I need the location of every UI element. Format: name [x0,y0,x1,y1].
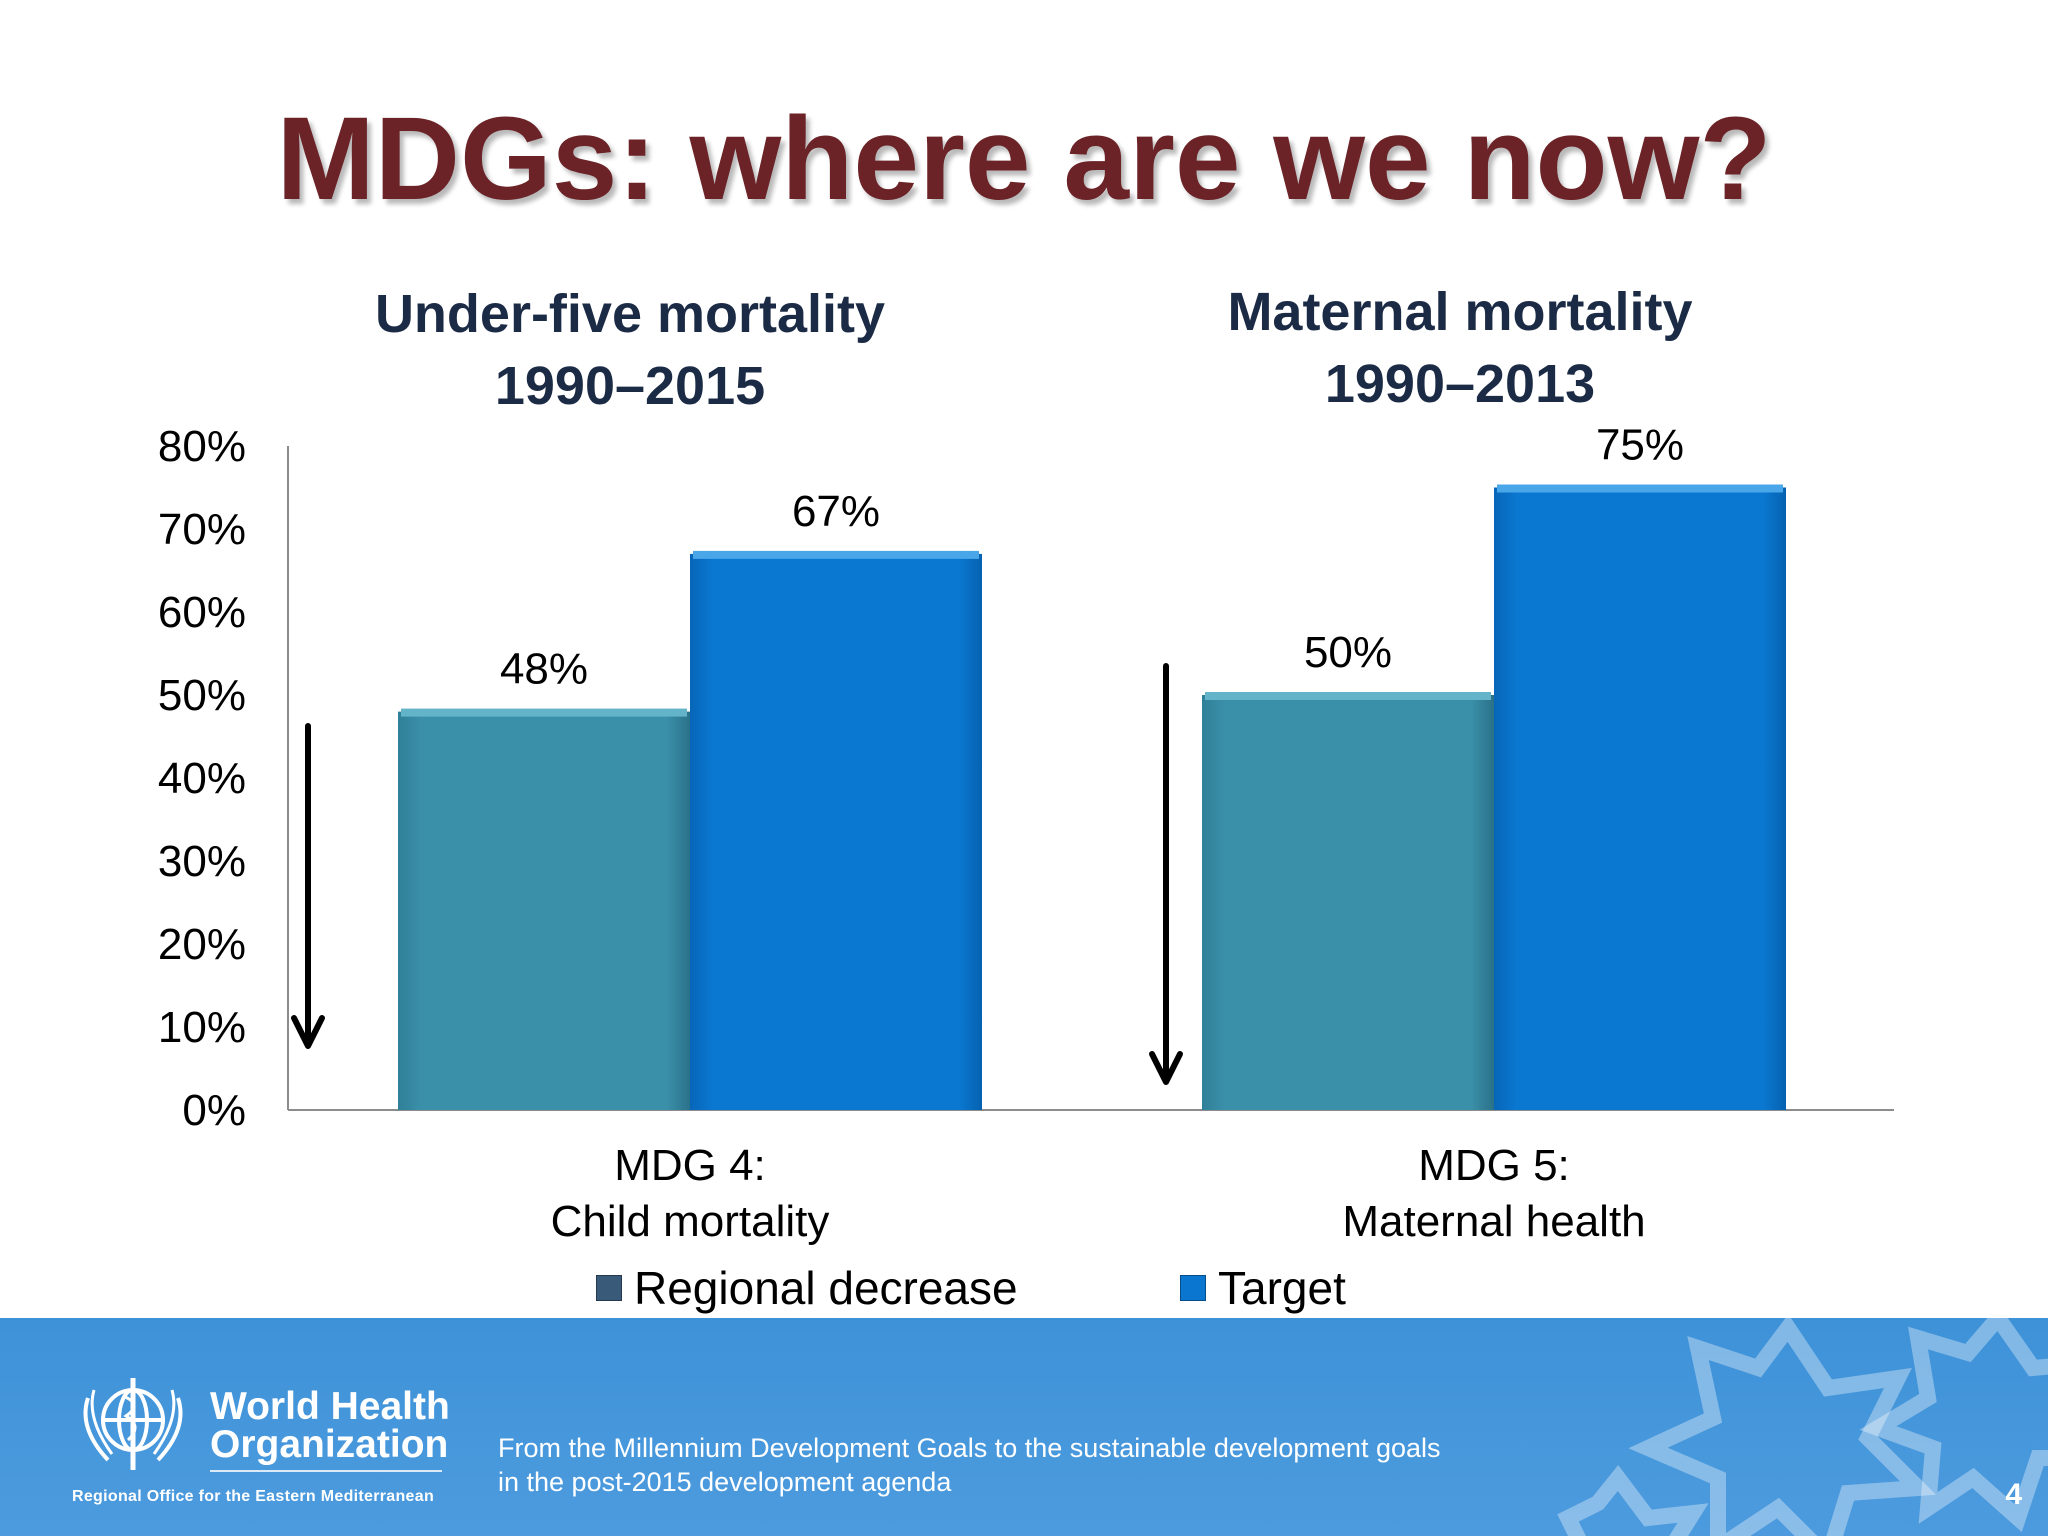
category-label: Child mortality [551,1197,830,1246]
page-number: 4 [2005,1478,2022,1511]
y-tick-label: 0% [182,1086,246,1135]
legend-swatch [596,1275,622,1301]
data-label: 75% [1596,421,1684,470]
y-tick-label: 80% [158,422,246,471]
y-tick-label: 60% [158,588,246,637]
bar [690,553,982,1110]
group-title-line1: Under-five mortality [374,284,886,344]
data-label: 48% [500,645,588,694]
group-title-line2: 1990–2015 [494,356,766,416]
y-tick-label: 30% [158,837,246,886]
who-office: Regional Office for the Eastern Mediterr… [72,1488,435,1505]
legend-target: Target [1180,1258,1346,1318]
y-tick-label: 20% [158,920,246,969]
y-tick-label: 40% [158,754,246,803]
group-title-line2: 1990–2013 [1324,354,1596,414]
bar [398,711,690,1110]
footer-banner: World Health Organization Regional Offic… [0,1318,2048,1536]
who-divider [210,1470,442,1472]
who-name-line2: Organization [210,1423,449,1466]
footer-text-line1: From the Millennium Development Goals to… [498,1433,1441,1463]
data-label: 67% [792,487,880,536]
footer-text: From the Millennium Development Goals to… [498,1431,1598,1499]
bar-cap [693,550,979,559]
legend-label: Regional decrease [634,1262,1018,1314]
who-emblem-icon [83,1378,183,1470]
data-label: 50% [1304,628,1392,677]
footer-text-line2: in the post-2015 development agenda [498,1467,952,1497]
down-arrow-icon [291,723,325,1049]
legend-swatch [1180,1275,1206,1301]
group-title-under-five: Under-five mortality 1990–2015 [280,278,980,422]
bar [1494,487,1786,1110]
legend-label: Target [1218,1262,1346,1314]
down-arrow-icon [1149,663,1183,1085]
bar-cap [1497,484,1783,493]
bar-cap [1205,692,1491,700]
slide-title: MDGs: where are we now? [276,93,1772,225]
group-title-maternal: Maternal mortality 1990–2013 [1110,276,1810,420]
y-tick-label: 10% [158,1003,246,1052]
bar [1202,695,1494,1110]
category-label: Maternal health [1342,1197,1645,1246]
legend-regional-decrease: Regional decrease [596,1258,1018,1318]
bar-cap [401,708,687,717]
category-label: MDG 4: [614,1141,766,1190]
group-title-line1: Maternal mortality [1227,282,1693,342]
who-name: World Health Organization [210,1385,450,1466]
y-tick-label: 50% [158,671,246,720]
star-pattern-icon [1557,1318,2048,1536]
bar-chart: 0% 10% 20% 30% 40% 50% 60% 70% 80% 48% 67% MDG 4: C… [158,421,1894,1246]
who-name-line1: World Health [210,1385,450,1428]
category-label: MDG 5: [1418,1141,1570,1190]
y-tick-label: 70% [158,505,246,554]
